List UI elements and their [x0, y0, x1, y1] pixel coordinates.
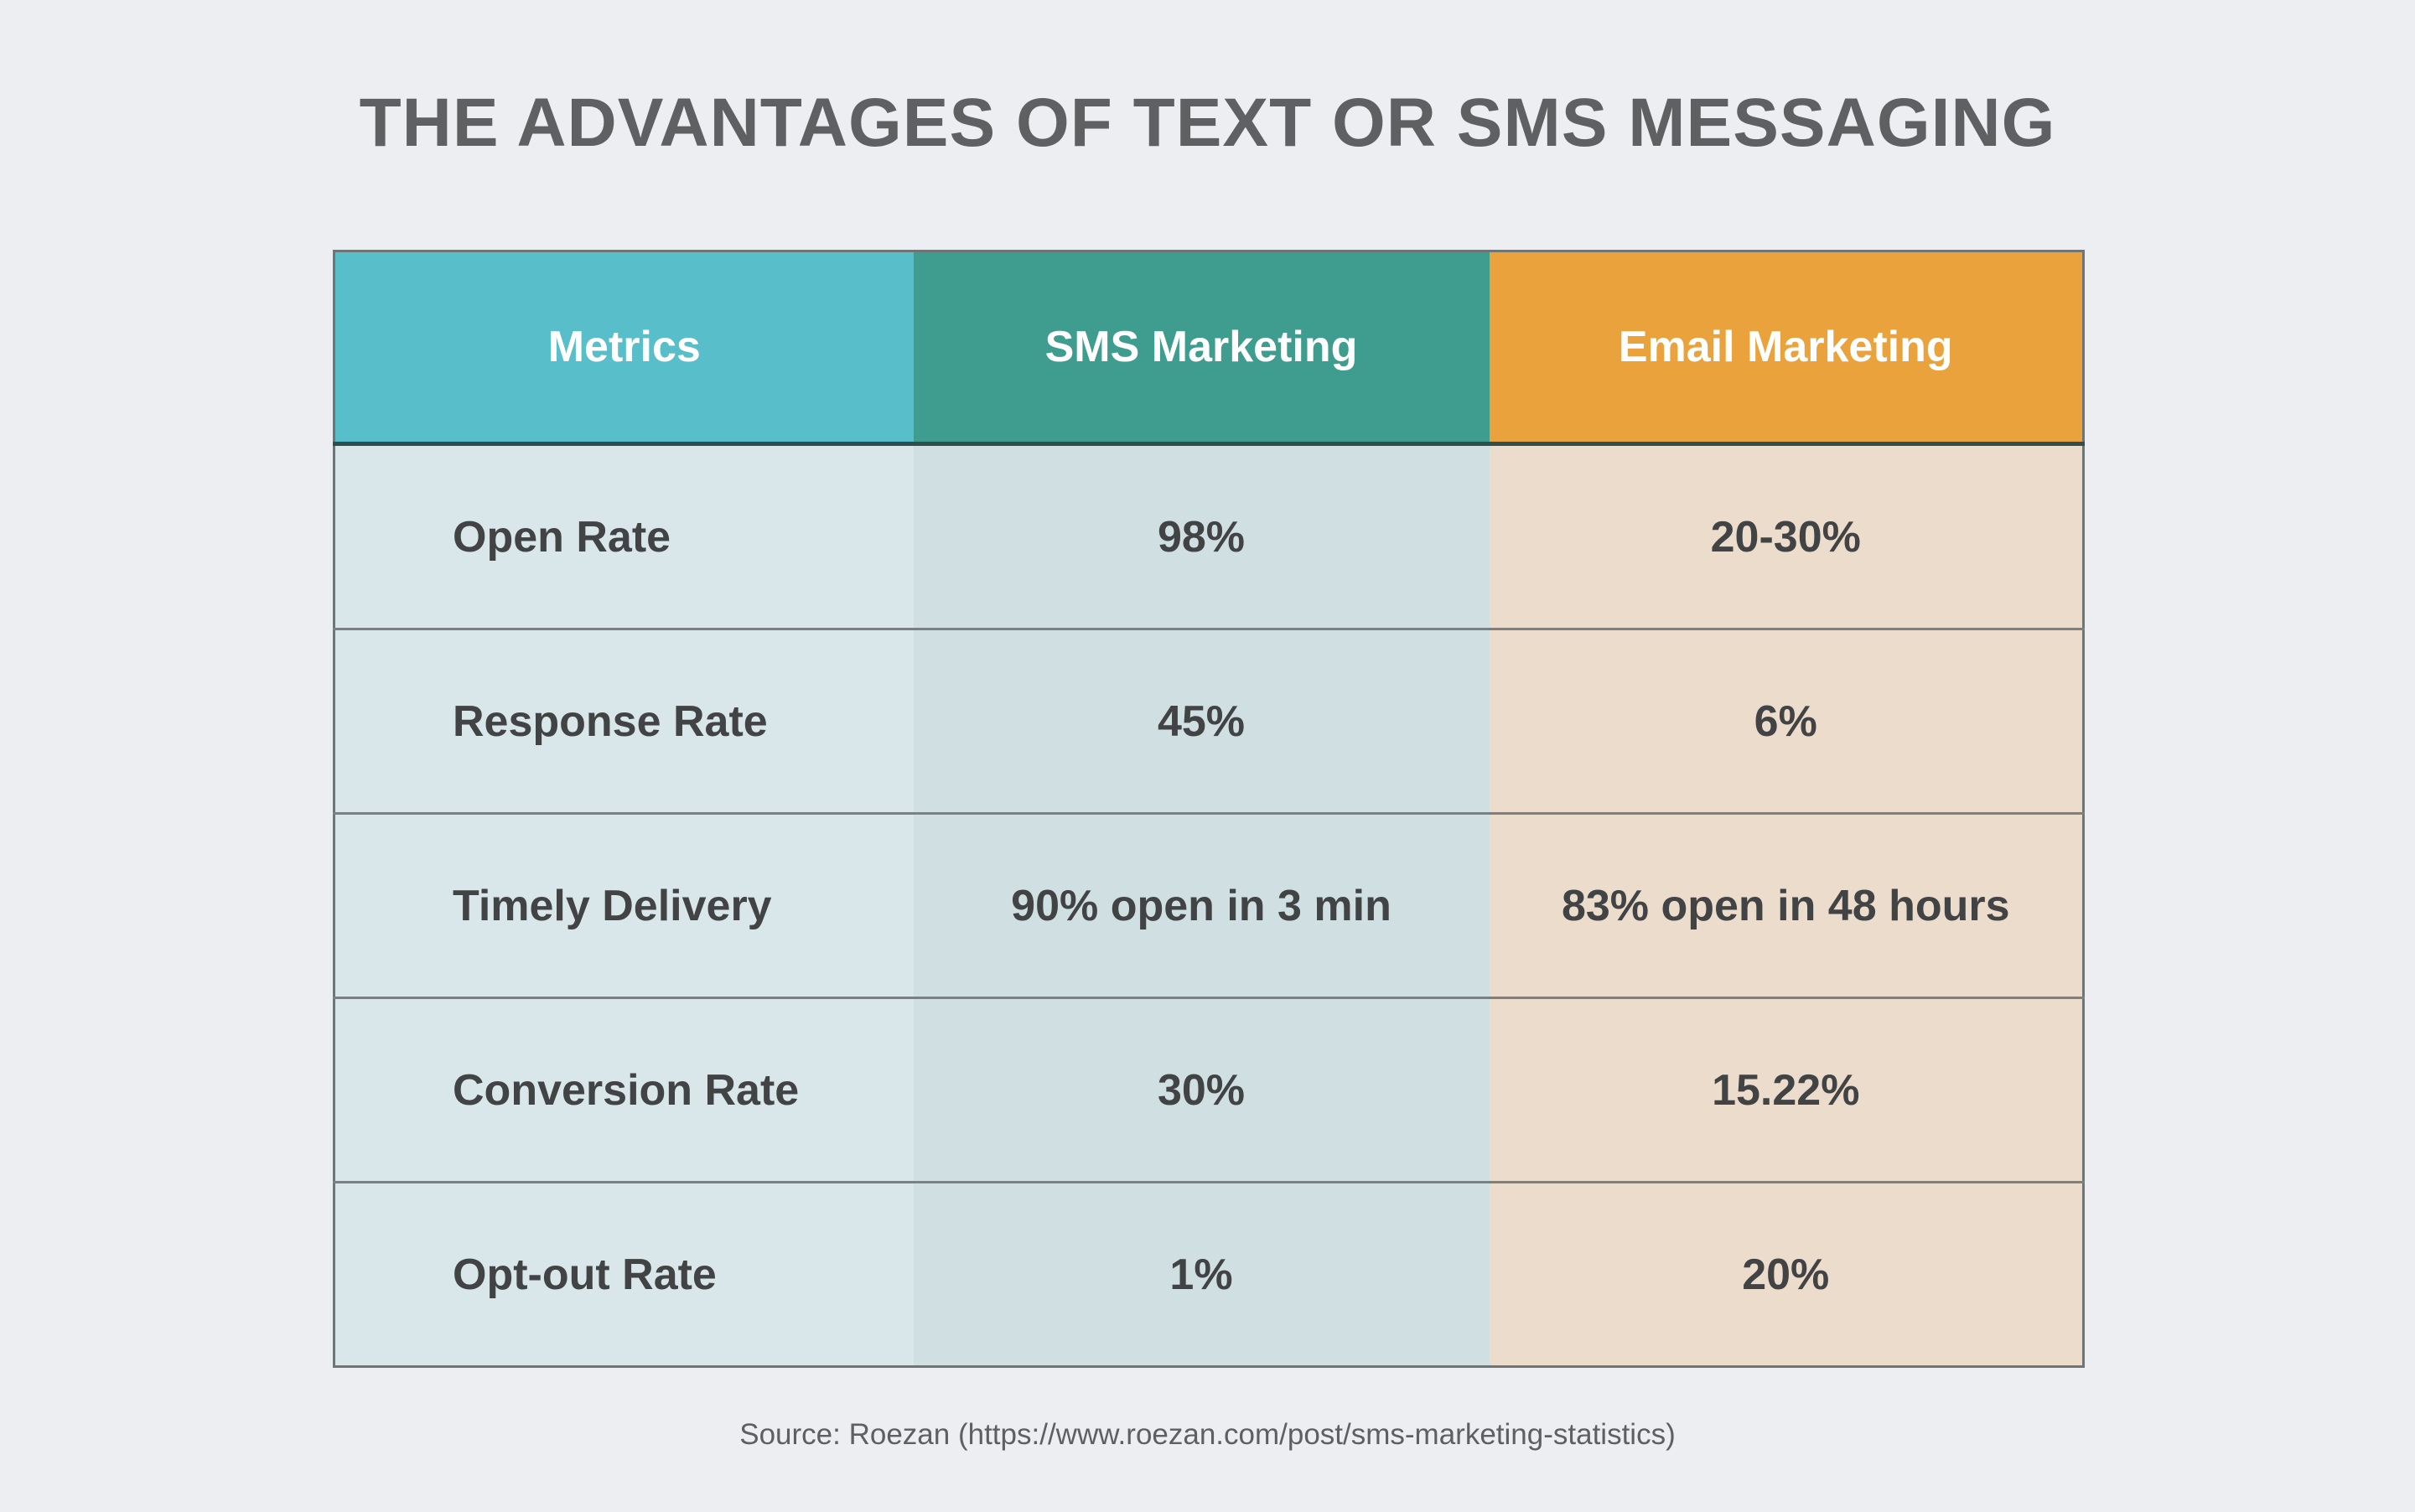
sms-cell: 98%	[913, 443, 1490, 629]
sms-cell: 1%	[913, 1181, 1490, 1367]
table-row: Conversion Rate 30% 15.22%	[334, 997, 2084, 1183]
table-row: Open Rate 98% 20-30%	[334, 443, 2084, 629]
metric-cell: Response Rate	[334, 628, 914, 814]
metric-cell: Timely Delivery	[334, 812, 914, 998]
source-citation: Source: Roezan (https://www.roezan.com/p…	[739, 1418, 1676, 1451]
table-row: Opt-out Rate 1% 20%	[334, 1181, 2084, 1367]
email-cell: 83% open in 48 hours	[1489, 812, 2084, 998]
table-row: Timely Delivery 90% open in 3 min 83% op…	[334, 812, 2084, 998]
metric-cell: Conversion Rate	[334, 997, 914, 1183]
header-email-marketing: Email Marketing	[1489, 251, 2084, 446]
header-sms-marketing: SMS Marketing	[913, 251, 1490, 446]
email-cell: 15.22%	[1489, 997, 2084, 1183]
sms-cell: 90% open in 3 min	[913, 812, 1490, 998]
email-cell: 6%	[1489, 628, 2084, 814]
table-header-row: Metrics SMS Marketing Email Marketing	[334, 251, 2084, 446]
metric-cell: Opt-out Rate	[334, 1181, 914, 1367]
sms-cell: 45%	[913, 628, 1490, 814]
page-title: THE ADVANTAGES OF TEXT OR SMS MESSAGING	[359, 85, 2056, 161]
email-cell: 20-30%	[1489, 443, 2084, 629]
email-cell: 20%	[1489, 1181, 2084, 1367]
table-row: Response Rate 45% 6%	[334, 628, 2084, 814]
metric-cell: Open Rate	[334, 443, 914, 629]
header-metrics: Metrics	[334, 251, 914, 446]
comparison-table: Metrics SMS Marketing Email Marketing Op…	[333, 250, 2085, 1368]
sms-cell: 30%	[913, 997, 1490, 1183]
